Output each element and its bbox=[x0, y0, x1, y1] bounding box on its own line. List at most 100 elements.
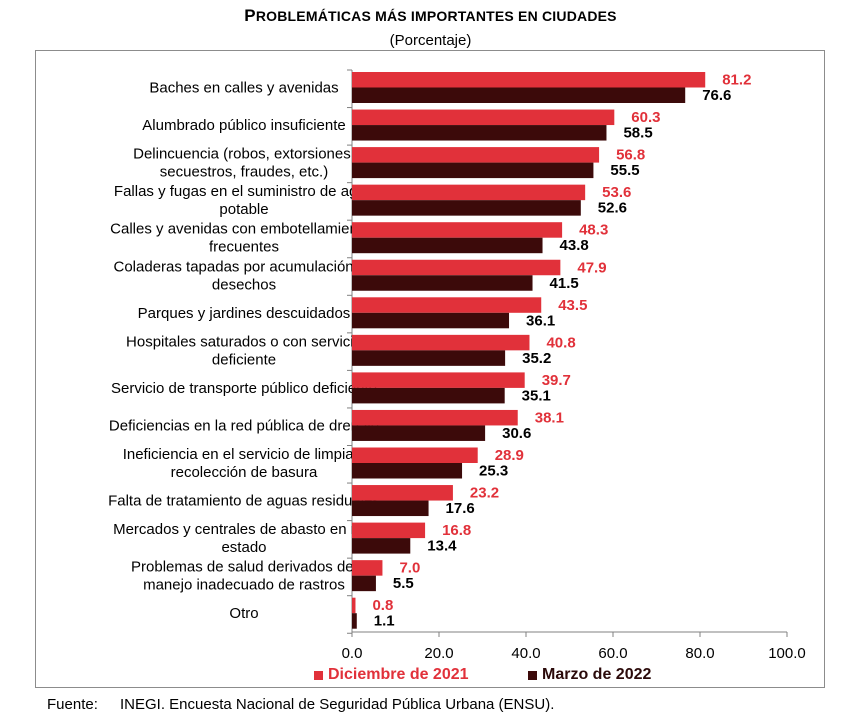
bar-marzo-2022 bbox=[352, 87, 686, 103]
value-label-marzo-2022: 55.5 bbox=[610, 162, 639, 179]
value-label-marzo-2022: 43.8 bbox=[560, 237, 589, 254]
value-label-marzo-2022: 35.2 bbox=[522, 350, 551, 367]
bar-marzo-2022 bbox=[352, 463, 463, 479]
category-label: Delincuencia (robos, extorsiones, bbox=[133, 146, 355, 163]
chart-title-rest: ROBLEMÁTICAS MÁS IMPORTANTES EN CIUDADES bbox=[255, 8, 617, 24]
bar-diciembre-2021 bbox=[352, 597, 356, 614]
bar-diciembre-2021 bbox=[352, 447, 478, 463]
category-label: Fallas y fugas en el suministro de agua bbox=[114, 183, 375, 200]
bar-marzo-2022 bbox=[352, 387, 505, 404]
bar-marzo-2022 bbox=[352, 575, 376, 592]
bar-marzo-2022 bbox=[352, 162, 594, 179]
value-label-diciembre-2021: 38.1 bbox=[535, 409, 564, 426]
bar-diciembre-2021 bbox=[352, 522, 426, 539]
x-tick-label: 100.0 bbox=[768, 645, 806, 662]
value-label-diciembre-2021: 53.6 bbox=[602, 184, 631, 201]
legend-swatch-marzo-2022 bbox=[528, 670, 537, 680]
bar-marzo-2022 bbox=[352, 200, 581, 216]
value-label-marzo-2022: 13.4 bbox=[427, 538, 457, 555]
bar-marzo-2022 bbox=[352, 125, 607, 141]
bar-diciembre-2021 bbox=[352, 372, 525, 388]
value-label-diciembre-2021: 23.2 bbox=[470, 485, 499, 502]
value-label-marzo-2022: 30.6 bbox=[502, 425, 531, 442]
bar-diciembre-2021 bbox=[352, 259, 561, 276]
value-label-diciembre-2021: 16.8 bbox=[442, 522, 471, 539]
bar-diciembre-2021 bbox=[352, 222, 563, 238]
value-label-diciembre-2021: 43.5 bbox=[558, 297, 587, 314]
x-tick-label: 0.0 bbox=[342, 645, 363, 662]
bar-marzo-2022 bbox=[352, 538, 411, 554]
value-label-marzo-2022: 17.6 bbox=[446, 500, 475, 517]
category-label: Servicio de transporte público deficient… bbox=[111, 380, 377, 397]
category-label: Ineficiencia en el servicio de limpia y bbox=[123, 446, 366, 463]
category-label: desechos bbox=[212, 276, 276, 293]
value-label-diciembre-2021: 60.3 bbox=[631, 109, 660, 126]
x-tick-label: 40.0 bbox=[511, 645, 540, 662]
bar-marzo-2022 bbox=[352, 425, 486, 441]
chart-title: PROBLEMÁTICAS MÁS IMPORTANTES EN CIUDADE… bbox=[0, 6, 861, 26]
value-label-marzo-2022: 25.3 bbox=[479, 463, 508, 480]
bar-marzo-2022 bbox=[352, 275, 533, 291]
category-label: Parques y jardines descuidados bbox=[138, 305, 351, 322]
bar-marzo-2022 bbox=[352, 500, 429, 517]
bar-diciembre-2021 bbox=[352, 297, 542, 313]
category-label: Baches en calles y avenidas bbox=[149, 80, 338, 97]
category-label: Alumbrado público insuficiente bbox=[142, 117, 345, 134]
category-label: estado bbox=[221, 539, 266, 556]
chart-subtitle: (Porcentaje) bbox=[389, 32, 472, 49]
category-label: secuestros, fraudes, etc.) bbox=[160, 164, 328, 181]
bar-marzo-2022 bbox=[352, 350, 506, 366]
value-label-diciembre-2021: 28.9 bbox=[495, 447, 524, 464]
category-label: Otro bbox=[229, 605, 258, 622]
bar-diciembre-2021 bbox=[352, 560, 383, 576]
category-label: potable bbox=[219, 201, 268, 218]
category-label: Problemas de salud derivados del bbox=[131, 559, 357, 576]
legend-label-diciembre-2021: Diciembre de 2021 bbox=[328, 666, 469, 683]
value-label-diciembre-2021: 40.8 bbox=[546, 334, 575, 351]
value-label-marzo-2022: 35.1 bbox=[522, 387, 551, 404]
value-label-diciembre-2021: 56.8 bbox=[616, 147, 645, 164]
bar-diciembre-2021 bbox=[352, 485, 453, 501]
source-text: INEGI. Encuesta Nacional de Seguridad Pú… bbox=[120, 696, 555, 713]
bar-diciembre-2021 bbox=[352, 147, 600, 163]
value-label-marzo-2022: 41.5 bbox=[550, 275, 579, 292]
source-label: Fuente: bbox=[47, 696, 98, 713]
value-label-marzo-2022: 52.6 bbox=[598, 200, 627, 217]
category-label: deficiente bbox=[212, 351, 276, 368]
value-label-diciembre-2021: 7.0 bbox=[399, 560, 420, 577]
legend-label-marzo-2022: Marzo de 2022 bbox=[542, 666, 652, 683]
bar-diciembre-2021 bbox=[352, 72, 706, 88]
value-label-diciembre-2021: 48.3 bbox=[579, 222, 608, 239]
value-label-marzo-2022: 36.1 bbox=[526, 312, 555, 329]
category-label: Hospitales saturados o con servicio bbox=[126, 333, 362, 350]
bar-diciembre-2021 bbox=[352, 334, 530, 351]
value-label-diciembre-2021: 81.2 bbox=[722, 72, 751, 89]
value-label-diciembre-2021: 47.9 bbox=[577, 259, 606, 276]
category-label: Calles y avenidas con embotellamientos bbox=[110, 221, 378, 238]
category-label: manejo inadecuado de rastros bbox=[143, 577, 345, 594]
x-tick-label: 60.0 bbox=[598, 645, 627, 662]
bar-marzo-2022 bbox=[352, 312, 510, 329]
value-label-diciembre-2021: 0.8 bbox=[372, 597, 393, 614]
legend-item-marzo-2022: Marzo de 2022 bbox=[528, 666, 651, 684]
value-label-marzo-2022: 76.6 bbox=[702, 87, 731, 104]
x-tick-label: 20.0 bbox=[424, 645, 453, 662]
chart-title-initial: P bbox=[244, 6, 256, 25]
value-label-marzo-2022: 58.5 bbox=[623, 125, 652, 142]
x-tick-label: 80.0 bbox=[685, 645, 714, 662]
category-label: Deficiencias en la red pública de drenaj… bbox=[109, 417, 379, 434]
bar-marzo-2022 bbox=[352, 613, 357, 629]
category-label: frecuentes bbox=[209, 239, 279, 256]
category-label: recolección de basura bbox=[171, 464, 318, 481]
category-label: Falta de tratamiento de aguas residuales bbox=[108, 493, 380, 510]
value-label-diciembre-2021: 39.7 bbox=[542, 372, 571, 389]
bar-diciembre-2021 bbox=[352, 184, 586, 201]
bar-diciembre-2021 bbox=[352, 409, 518, 426]
bar-marzo-2022 bbox=[352, 237, 543, 254]
category-label: Mercados y centrales de abasto en mal bbox=[113, 521, 375, 538]
legend-swatch-diciembre-2021 bbox=[314, 670, 323, 680]
chart-frame bbox=[35, 50, 825, 688]
source-note: Fuente: INEGI. Encuesta Nacional de Segur… bbox=[47, 696, 554, 713]
value-label-marzo-2022: 1.1 bbox=[374, 613, 395, 630]
